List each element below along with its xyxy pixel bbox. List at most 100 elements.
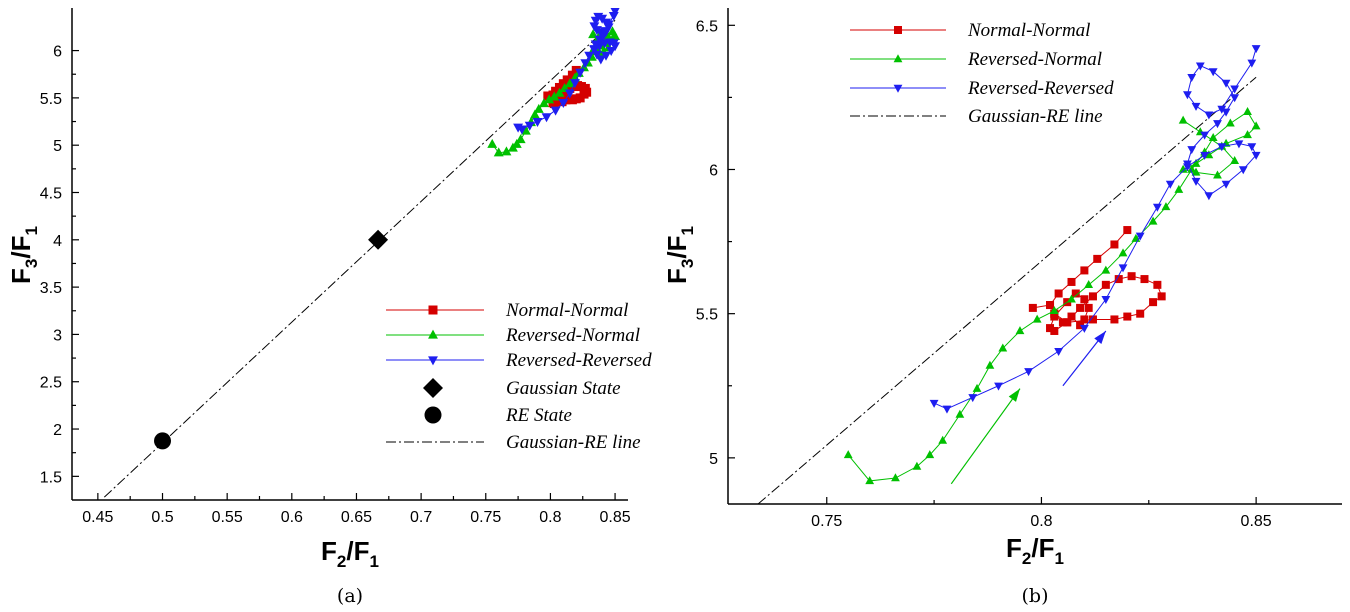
x-tick-label: 0.8: [1030, 513, 1052, 530]
point-reversed-normal: [1101, 265, 1111, 274]
arrow-head: [1094, 330, 1106, 344]
y-tick-label: 6.5: [696, 18, 718, 35]
point-reversed-normal: [1067, 294, 1076, 303]
plot-area: [103, 8, 621, 498]
point-reversed-reversed: [1101, 296, 1111, 305]
point-reversed-reversed: [1135, 232, 1145, 241]
gaussian-re-line: [757, 76, 1257, 504]
gaussian-state-marker: [368, 229, 389, 250]
legend-label: Normal-Normal: [967, 20, 1090, 41]
point-normal-normal: [1046, 301, 1055, 310]
point-reversed-reversed: [1165, 180, 1175, 189]
point-reversed-reversed: [1221, 79, 1231, 88]
point-reversed-reversed: [584, 51, 595, 61]
point-reversed-reversed: [968, 394, 978, 403]
point-reversed-normal: [493, 147, 504, 157]
point-reversed-reversed: [1183, 160, 1192, 169]
point-reversed-reversed: [606, 46, 617, 56]
point-reversed-reversed: [564, 89, 575, 99]
point-reversed-normal: [1243, 130, 1252, 139]
y-axis-title: F3/F1: [662, 226, 697, 284]
point-reversed-reversed: [550, 106, 561, 116]
point-reversed-reversed: [1152, 203, 1162, 212]
point-normal-normal: [1046, 324, 1055, 333]
point-reversed-reversed: [1195, 62, 1205, 71]
legend-label: Gaussian-RE line: [506, 432, 641, 453]
panel-a: 0.45 0.5 0.55 0.6 0.65 0.7 0.75 0.8 0.85 1.5 2 2.5 3…: [6, 8, 652, 607]
legend-marker: [424, 406, 442, 424]
panel-caption: (a): [337, 585, 363, 607]
point-reversed-reversed: [580, 59, 591, 69]
point-reversed-normal: [1118, 248, 1128, 257]
legend-label: Reversed-Reversed: [967, 78, 1114, 99]
point-normal-normal: [1123, 226, 1132, 235]
point-reversed-reversed: [601, 51, 611, 61]
x-tick-label: 0.45: [82, 509, 113, 526]
point-normal-normal: [1084, 303, 1093, 312]
point-normal-normal: [1071, 289, 1080, 298]
point-normal-normal: [1088, 315, 1097, 324]
point-reversed-reversed: [610, 42, 621, 52]
point-reversed-reversed: [1213, 120, 1222, 129]
point-reversed-normal: [1174, 184, 1184, 193]
point-reversed-reversed: [1187, 146, 1197, 155]
point-reversed-normal: [1191, 158, 1201, 167]
point-reversed-normal: [1191, 167, 1201, 176]
re-state-marker: [154, 432, 172, 450]
y-tick-label: 4.5: [40, 186, 62, 203]
point-reversed-normal: [1208, 132, 1218, 141]
point-normal-normal: [1123, 312, 1132, 321]
point-reversed-reversed: [929, 399, 939, 408]
point-reversed-normal: [843, 450, 853, 459]
point-reversed-reversed: [1183, 91, 1192, 100]
point-normal-normal: [1076, 303, 1085, 312]
point-reversed-reversed: [575, 68, 586, 78]
point-reversed-reversed: [603, 20, 614, 30]
point-normal-normal: [1067, 312, 1076, 321]
point-reversed-normal: [1015, 326, 1025, 335]
point-reversed-reversed: [994, 382, 1003, 391]
point-normal-normal: [1136, 309, 1145, 318]
point-reversed-reversed: [524, 121, 535, 131]
point-reversed-normal: [1148, 216, 1158, 225]
point-reversed-reversed: [570, 79, 580, 89]
point-reversed-normal: [1178, 115, 1188, 124]
legend-label: RE State: [505, 405, 572, 426]
point-reversed-normal: [544, 94, 555, 104]
panel-caption: (b): [1022, 585, 1049, 607]
y-tick-label: 3: [53, 327, 62, 344]
point-reversed-normal: [529, 109, 540, 119]
y-tick-label: 5.5: [696, 307, 718, 324]
point-reversed-normal: [865, 476, 875, 485]
point-normal-normal: [1110, 240, 1119, 249]
point-reversed-normal: [998, 343, 1008, 352]
point-reversed-normal: [1230, 156, 1240, 165]
point-reversed-reversed: [1234, 140, 1244, 149]
y-tick-label: 6: [709, 162, 718, 179]
point-reversed-reversed: [942, 405, 952, 414]
y-tick-label: 5.5: [40, 91, 62, 108]
point-reversed-normal: [985, 360, 995, 369]
trajectory-arrow: [950, 388, 1021, 485]
arrow-head: [1008, 388, 1020, 402]
point-normal-normal: [1058, 318, 1067, 327]
legend-marker: [428, 329, 438, 339]
legend: Normal-Normal Reversed-Normal Reversed-Rev…: [386, 300, 652, 453]
legend-marker: [423, 378, 443, 398]
legend-label: Reversed-Normal: [967, 49, 1102, 70]
point-reversed-normal: [1084, 280, 1094, 289]
x-tick-label: 0.85: [599, 509, 630, 526]
point-reversed-normal: [1049, 305, 1059, 314]
point-reversed-normal: [912, 461, 922, 470]
point-normal-normal: [1080, 295, 1089, 304]
gaussian-re-line: [103, 19, 616, 498]
point-normal-normal: [1080, 266, 1089, 275]
x-tick-label: 0.7: [410, 509, 432, 526]
point-reversed-reversed: [1238, 166, 1248, 175]
legend-label: Reversed-Normal: [505, 325, 640, 346]
point-reversed-reversed: [558, 99, 569, 109]
point-reversed-reversed: [1230, 85, 1240, 94]
point-reversed-reversed: [590, 40, 601, 50]
point-reversed-reversed: [1251, 151, 1261, 160]
y-tick-label: 5: [709, 451, 718, 468]
